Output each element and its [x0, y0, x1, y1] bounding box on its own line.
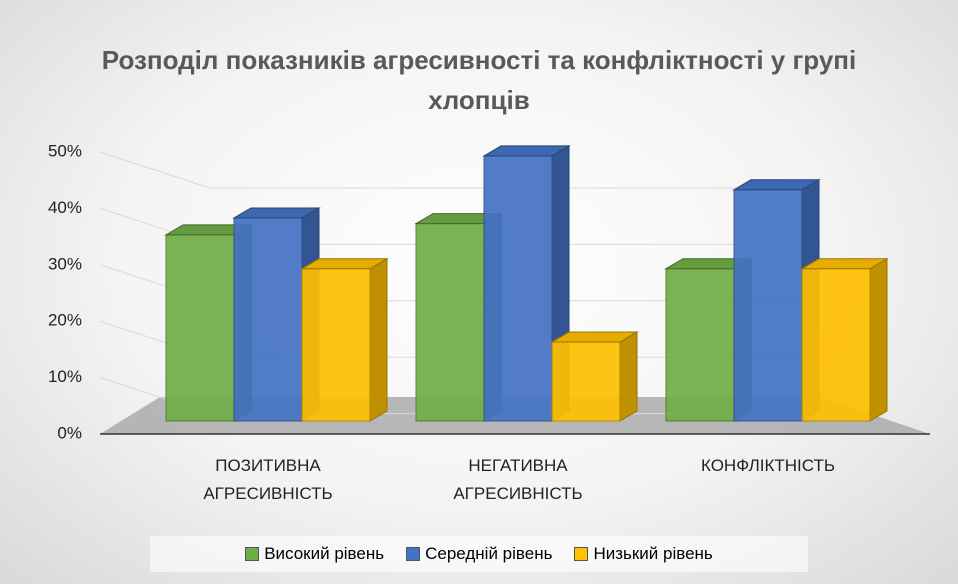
x-tick-label: ПОЗИТИВНА АГРЕСИВНІСТЬ — [203, 456, 333, 503]
bar-side — [869, 257, 888, 422]
legend-swatch — [574, 547, 589, 561]
bar — [732, 178, 821, 422]
bar-front — [665, 268, 735, 422]
legend-label: Високий рівень — [264, 544, 385, 563]
bar-front — [733, 189, 803, 422]
bar-front — [301, 268, 371, 422]
bar-top — [550, 331, 639, 343]
bar-top — [300, 258, 389, 270]
legend-label: Низький рівень — [593, 544, 713, 563]
y-tick-label: 30% — [48, 254, 82, 273]
bar — [300, 257, 389, 422]
bar-front — [165, 234, 235, 422]
bar-top — [232, 207, 321, 219]
y-tick-label: 0% — [57, 423, 82, 442]
legend-item: Середній рівень — [406, 544, 552, 564]
legend: Високий рівень Середній рівень Низький рів… — [150, 536, 808, 572]
bar — [800, 257, 889, 422]
bar-front — [233, 217, 303, 422]
x-tick-label: КОНФЛІКТНІСТЬ — [701, 456, 835, 475]
bar-top — [800, 258, 889, 270]
chart-title: Розподіл показників агресивності та конф… — [101, 45, 857, 115]
bar-top — [732, 179, 821, 191]
y-tick-label: 40% — [48, 198, 82, 217]
y-tick-label: 20% — [48, 311, 82, 330]
x-tick-label: НЕГАТИВНА АГРЕСИВНІСТЬ — [453, 456, 583, 503]
legend-item: Високий рівень — [245, 544, 384, 564]
bar-top — [482, 145, 571, 157]
y-tick-label: 50% — [48, 141, 82, 160]
bar-front — [483, 155, 553, 422]
bar-side — [619, 331, 638, 422]
bar-front — [801, 268, 871, 422]
grid-line — [99, 151, 820, 189]
bar-front — [551, 341, 621, 422]
legend-swatch — [245, 547, 260, 561]
bar — [550, 331, 639, 422]
y-tick-label: 10% — [48, 367, 82, 386]
legend-label: Середній рівень — [425, 544, 553, 563]
bar-front — [415, 223, 485, 422]
legend-item: Низький рівень — [574, 544, 713, 564]
legend-swatch — [406, 547, 421, 561]
bar-side — [369, 257, 388, 422]
